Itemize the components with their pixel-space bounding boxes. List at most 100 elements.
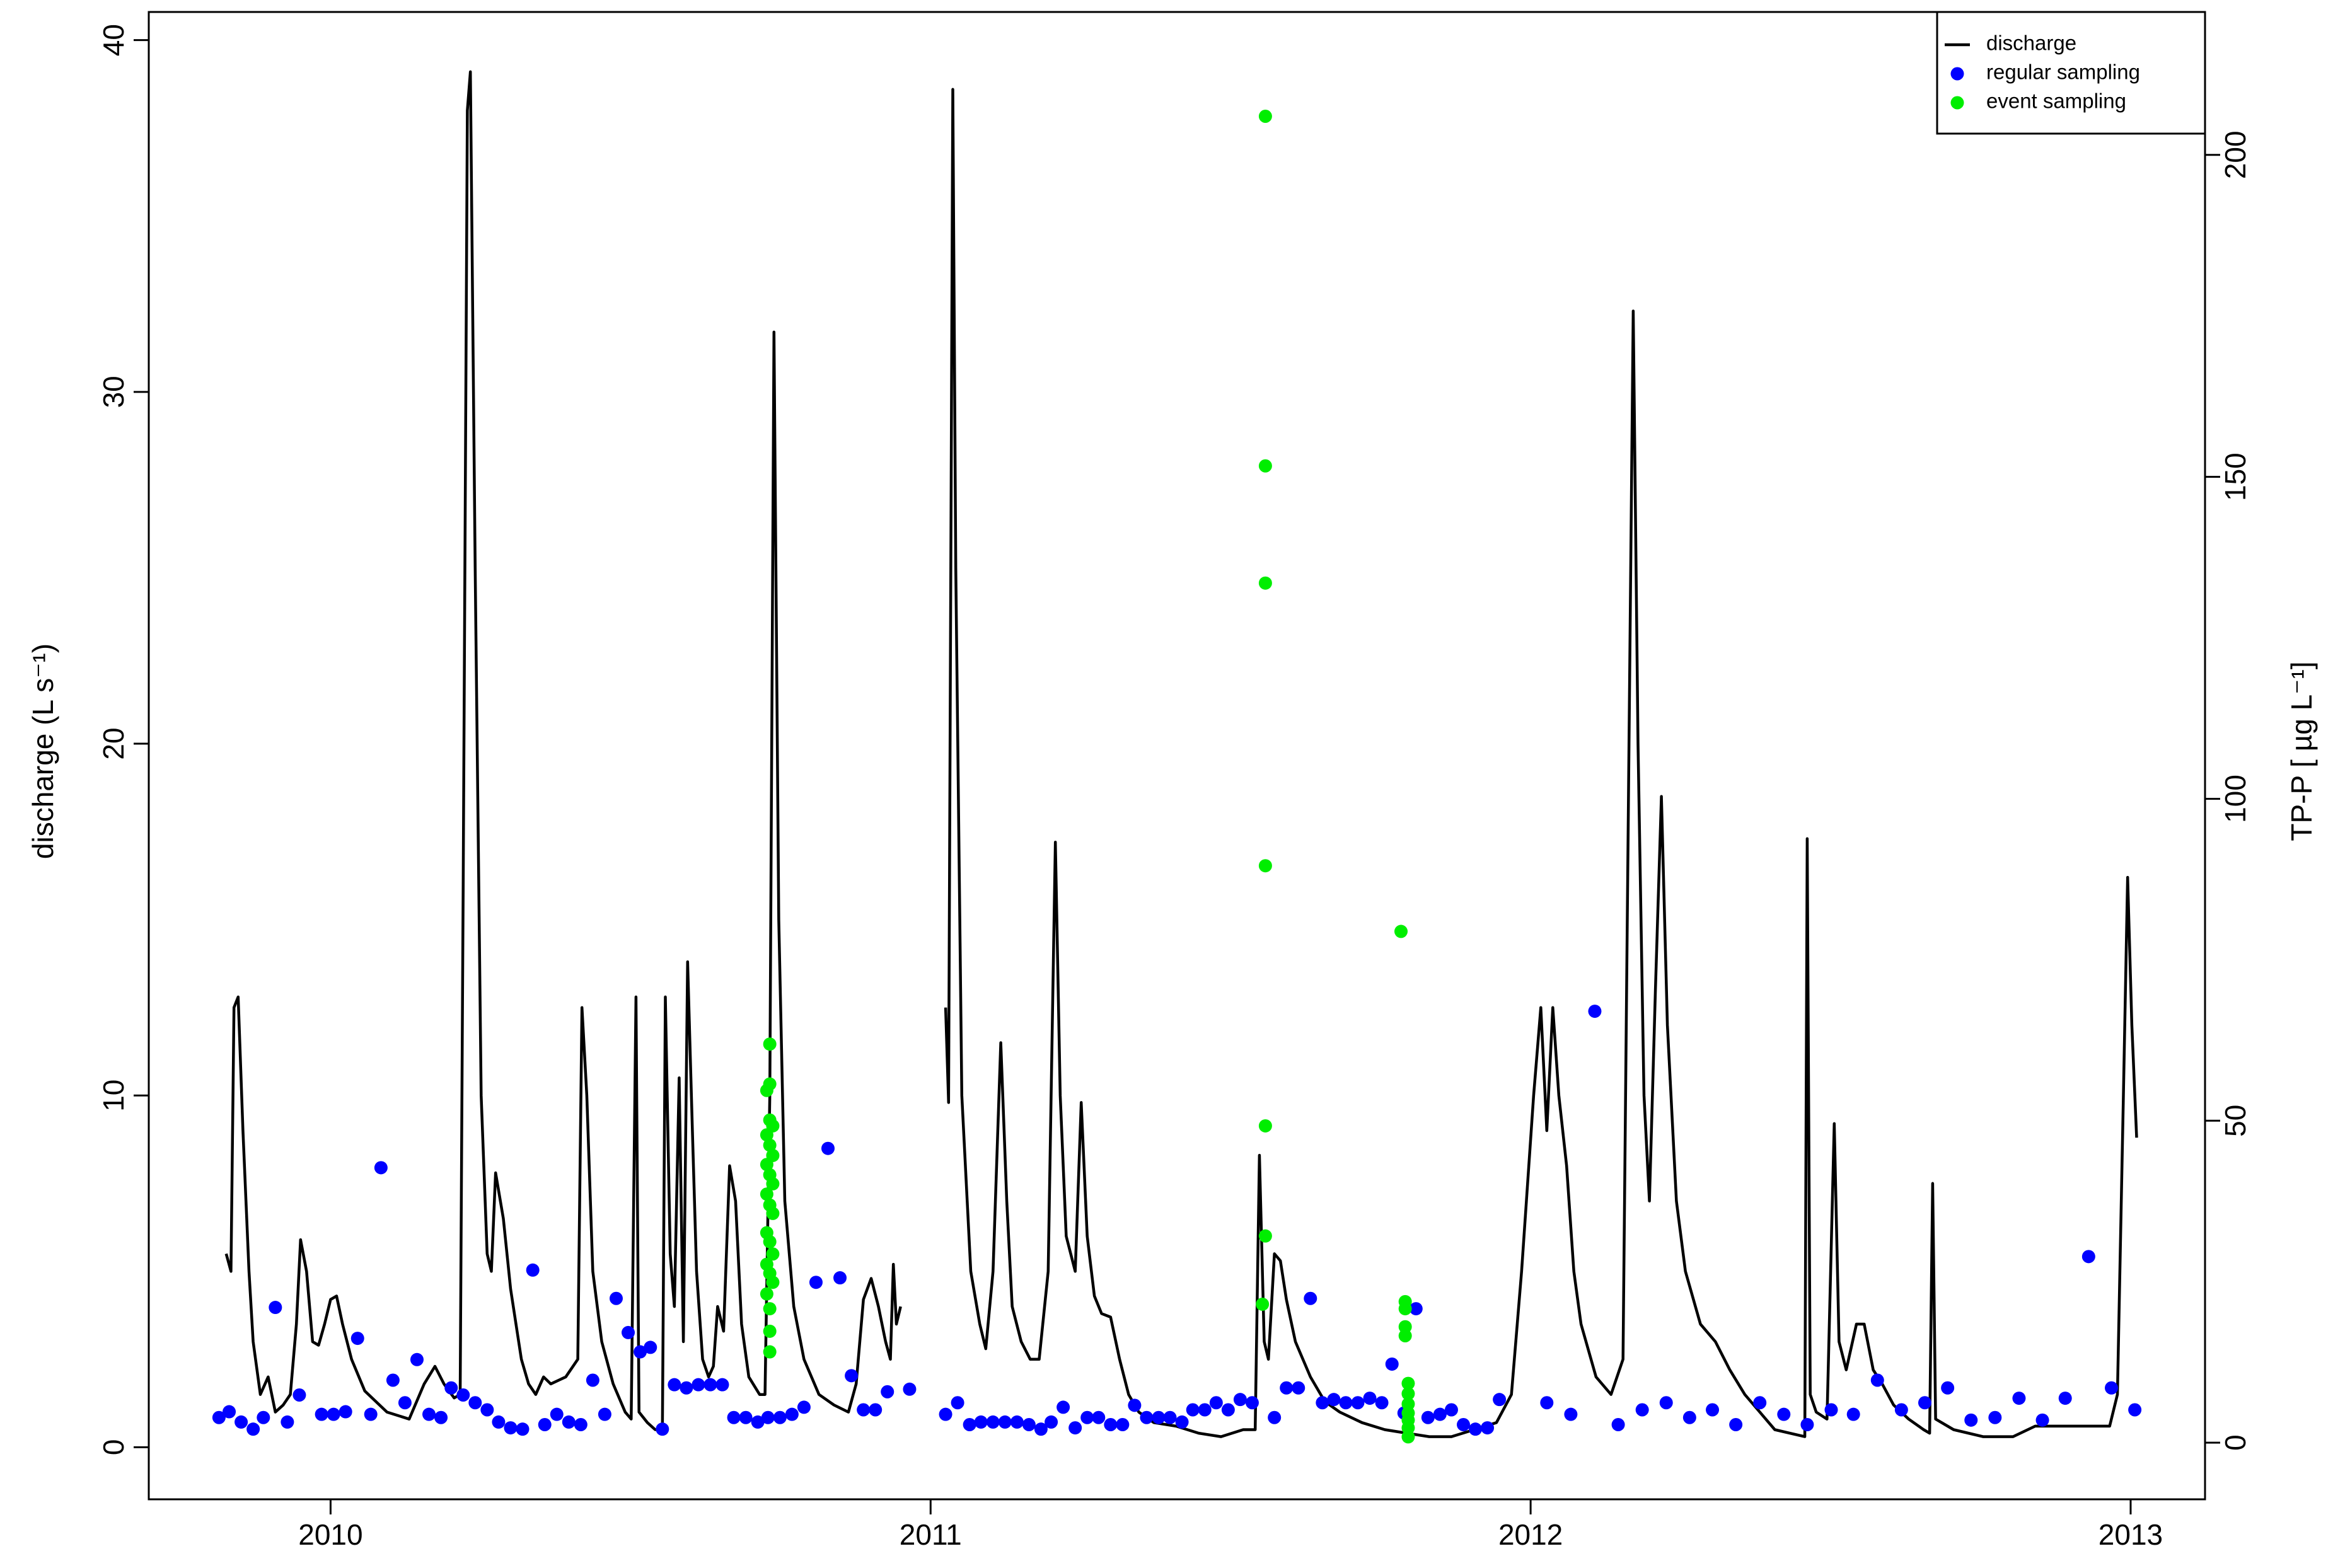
sample-point xyxy=(574,1417,588,1431)
sample-point xyxy=(1777,1407,1791,1421)
sample-point xyxy=(1398,1329,1412,1343)
sample-point xyxy=(1894,1403,1908,1417)
sample-point xyxy=(1316,1396,1329,1410)
sample-point xyxy=(1394,925,1408,938)
sample-point xyxy=(2128,1403,2142,1417)
sample-point xyxy=(1444,1403,1458,1417)
sample-point xyxy=(1045,1415,1058,1429)
legend-label: discharge xyxy=(1986,32,2076,55)
y-tick-label: 20 xyxy=(97,727,130,759)
sample-point xyxy=(1258,859,1272,873)
sample-point xyxy=(766,1206,780,1220)
sample-point xyxy=(212,1410,226,1424)
sample-point xyxy=(1010,1415,1024,1429)
sample-point xyxy=(1258,1119,1272,1133)
sample-point xyxy=(715,1378,729,1392)
sample-point xyxy=(763,1235,777,1248)
sample-point xyxy=(292,1388,306,1402)
sample-point xyxy=(766,1247,780,1261)
sample-point xyxy=(234,1415,248,1429)
sample-point xyxy=(1198,1403,1212,1417)
sample-point xyxy=(2058,1392,2072,1405)
sample-point xyxy=(1258,459,1272,473)
sample-point xyxy=(1128,1398,1142,1412)
sample-point xyxy=(1846,1407,1860,1421)
sample-point xyxy=(516,1422,530,1436)
sample-point xyxy=(350,1332,364,1346)
sample-point xyxy=(986,1415,1000,1429)
sample-point xyxy=(1824,1403,1838,1417)
y2-tick-label: 50 xyxy=(2219,1105,2252,1137)
y-tick-label: 0 xyxy=(97,1439,130,1456)
sample-point xyxy=(398,1396,412,1410)
sample-point xyxy=(598,1407,611,1421)
sample-point xyxy=(1564,1407,1578,1421)
sample-point xyxy=(1221,1403,1235,1417)
sample-point xyxy=(692,1378,705,1392)
sample-point xyxy=(1918,1396,1931,1410)
sample-point xyxy=(1588,1005,1602,1018)
sample-point xyxy=(761,1410,775,1424)
sample-point xyxy=(760,1158,773,1172)
sample-point xyxy=(526,1263,540,1277)
sample-point xyxy=(1433,1407,1447,1421)
sample-point xyxy=(281,1415,294,1429)
sample-point xyxy=(634,1345,647,1359)
sample-point xyxy=(833,1271,847,1285)
y-axis-title: discharge (L s⁻¹) xyxy=(26,643,59,859)
sample-point xyxy=(339,1405,352,1419)
sample-point xyxy=(1375,1396,1389,1410)
y2-tick-label: 150 xyxy=(2219,453,2252,501)
sample-point xyxy=(434,1410,448,1424)
sample-point xyxy=(1421,1410,1435,1424)
sample-point xyxy=(1258,1229,1272,1243)
legend-key xyxy=(1950,67,1964,81)
sample-point xyxy=(869,1403,883,1417)
sample-point xyxy=(2081,1250,2095,1264)
sample-point xyxy=(760,1128,773,1142)
y2-tick-label: 200 xyxy=(2219,130,2252,179)
x-tick-label: 2012 xyxy=(1498,1518,1563,1551)
sample-point xyxy=(1080,1410,1094,1424)
sample-point xyxy=(668,1378,681,1392)
sample-point xyxy=(1493,1393,1507,1407)
sample-point xyxy=(315,1407,328,1421)
sample-point xyxy=(763,1324,777,1338)
sample-point xyxy=(785,1407,799,1421)
sample-point xyxy=(951,1396,964,1410)
sample-point xyxy=(809,1276,823,1289)
sample-point xyxy=(1057,1400,1070,1414)
sample-point xyxy=(1540,1396,1554,1410)
sample-point xyxy=(1481,1421,1495,1435)
legend-box xyxy=(1936,11,2206,135)
sample-point xyxy=(410,1352,424,1366)
sample-point xyxy=(727,1410,741,1424)
sample-point xyxy=(939,1407,952,1421)
sample-point xyxy=(1635,1403,1649,1417)
sample-point xyxy=(1258,110,1272,124)
sample-point xyxy=(903,1382,917,1396)
legend-key xyxy=(1950,96,1964,110)
sample-point xyxy=(269,1301,282,1315)
sample-point xyxy=(1659,1396,1673,1410)
sample-point xyxy=(1116,1417,1130,1431)
sample-point xyxy=(974,1415,988,1429)
sample-point xyxy=(2105,1381,2119,1395)
y-tick-label: 30 xyxy=(97,376,130,408)
y-tick-label: 10 xyxy=(97,1080,130,1112)
sample-point xyxy=(1068,1421,1082,1435)
sample-point xyxy=(857,1403,871,1417)
sample-point xyxy=(760,1083,773,1097)
legend: discharge regular sampling event sampling xyxy=(1936,11,2206,135)
sample-point xyxy=(1245,1396,1259,1410)
sample-point xyxy=(1034,1422,1048,1436)
sample-point xyxy=(422,1407,436,1421)
x-tick-label: 2010 xyxy=(298,1518,362,1551)
sample-point xyxy=(751,1415,765,1429)
x-tick-label: 2013 xyxy=(2099,1518,2163,1551)
sample-point xyxy=(562,1415,576,1429)
sample-point xyxy=(1140,1410,1154,1424)
sample-point xyxy=(1469,1422,1483,1436)
sample-point xyxy=(327,1407,340,1421)
